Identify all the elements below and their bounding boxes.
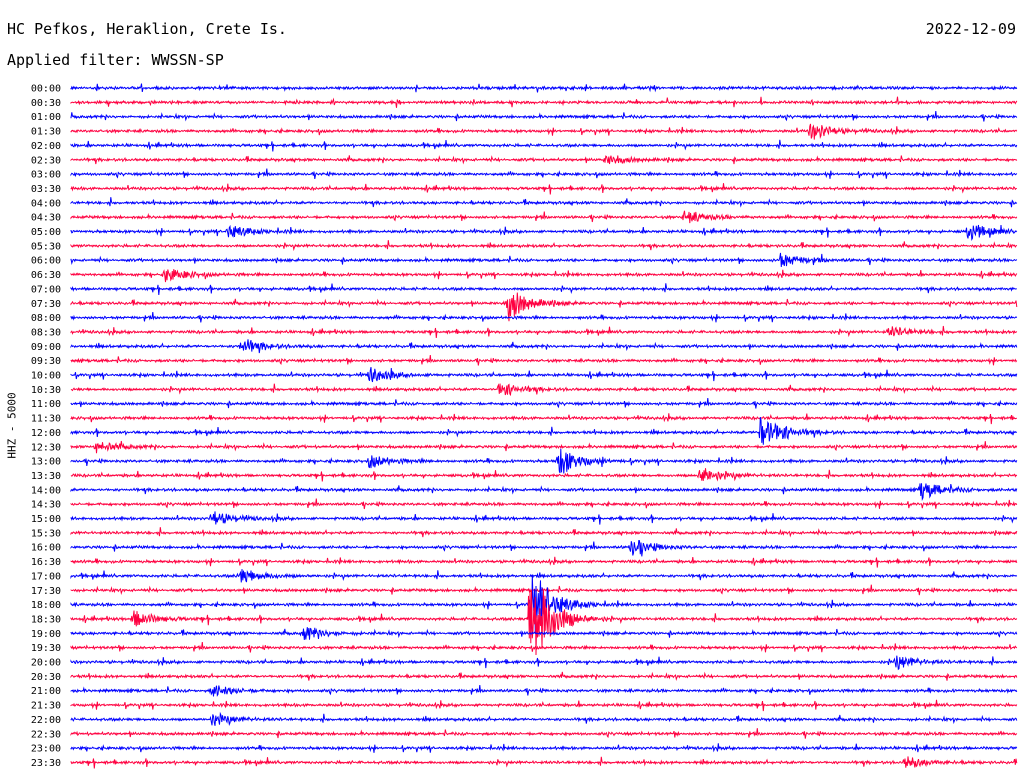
time-tick-label: 20:30 [31,672,61,683]
time-tick-label: 13:00 [31,457,61,468]
trace-row [70,699,1018,712]
trace-row [70,743,1018,753]
time-tick-label: 10:30 [31,385,61,396]
time-tick-label: 01:00 [31,112,61,123]
trace-row [70,339,1018,354]
station-title: HC Pefkos, Heraklion, Crete Is. [7,20,287,38]
trace-row [70,642,1018,653]
trace-row [70,224,1018,242]
trace-row [70,671,1018,682]
trace-row [70,325,1018,339]
time-tick-label: 21:30 [31,701,61,712]
trace-row [70,183,1017,195]
trace-row [70,511,1018,525]
trace-row [70,589,1018,656]
time-tick-label: 08:00 [31,313,61,324]
trace-row [70,210,1018,224]
time-tick-label: 07:30 [31,299,61,310]
trace-row [70,269,1018,283]
time-tick-label: 14:00 [31,485,61,496]
time-tick-label: 06:30 [31,270,61,281]
time-tick-label: 20:00 [31,658,61,669]
trace-row [70,366,1018,383]
time-tick-label: 18:00 [31,600,61,611]
time-tick-label: 17:30 [31,586,61,597]
time-tick-label: 13:30 [31,471,61,482]
time-tick-label: 16:00 [31,543,61,554]
time-tick-label: 19:00 [31,629,61,640]
trace-row [70,123,1018,140]
time-tick-label: 14:30 [31,500,61,511]
time-tick-label: 09:00 [31,342,61,353]
trace-row [70,83,1018,93]
time-tick-label: 00:00 [31,84,61,95]
trace-row [70,168,1018,179]
time-tick-label: 04:30 [31,213,61,224]
trace-row [70,448,1018,474]
time-tick-label: 01:30 [31,127,61,138]
trace-row [70,416,1018,445]
time-tick-label: 03:00 [31,170,61,181]
time-tick-label: 23:00 [31,744,61,755]
time-tick-label: 02:00 [31,141,61,152]
trace-row [70,569,1018,583]
trace-row [70,96,1018,108]
time-tick-label: 02:30 [31,155,61,166]
trace-row [70,498,1018,510]
trace-row [70,139,1018,152]
time-tick-label: 22:00 [31,715,61,726]
time-tick-label: 12:00 [31,428,61,439]
trace-row [70,155,1018,165]
trace-row [70,556,1018,568]
trace-row [70,283,1017,296]
trace-row [70,292,1018,322]
trace-row [70,355,1018,366]
time-tick-label: 11:00 [31,399,61,410]
time-tick-label: 04:00 [31,198,61,209]
trace-row [70,627,1018,640]
trace-row [70,711,1018,727]
trace-row [70,240,1018,252]
record-date: 2022-12-09 [925,20,1016,38]
time-tick-label: 15:00 [31,514,61,525]
time-tick-label: 15:30 [31,528,61,539]
trace-row [70,311,1018,323]
trace-row [70,540,1018,557]
trace-row [70,685,1018,697]
time-tick-label: 21:00 [31,686,61,697]
trace-row [70,197,1018,208]
trace-row [70,655,1018,671]
trace-row [70,483,1018,502]
time-tick-label: 08:30 [31,327,61,338]
time-tick-label: 00:30 [31,98,61,109]
trace-row [70,398,1018,409]
time-tick-label: 23:30 [31,758,61,769]
time-tick-label: 05:30 [31,241,61,252]
time-tick-label: 11:30 [31,414,61,425]
time-tick-label: 19:30 [31,643,61,654]
time-tick-label: 10:00 [31,371,61,382]
trace-row [70,440,1018,454]
trace-row [70,468,1018,482]
trace-row [70,383,1018,397]
time-tick-label: 16:30 [31,557,61,568]
trace-row [70,756,1018,769]
time-tick-label: 22:30 [31,729,61,740]
filter-label: Applied filter: WWSSN-SP [7,51,224,69]
time-tick-label: 03:30 [31,184,61,195]
trace-row [70,527,1018,538]
time-tick-label: 07:00 [31,284,61,295]
time-tick-label: 09:30 [31,356,61,367]
time-tick-label: 18:30 [31,614,61,625]
trace-row [70,728,1018,739]
trace-row [70,413,1018,425]
time-tick-label: 12:30 [31,442,61,453]
time-tick-label: 17:00 [31,571,61,582]
trace-row [70,252,1018,268]
time-tick-label: 06:00 [31,256,61,267]
time-tick-label: 05:00 [31,227,61,238]
trace-row [70,111,1018,122]
